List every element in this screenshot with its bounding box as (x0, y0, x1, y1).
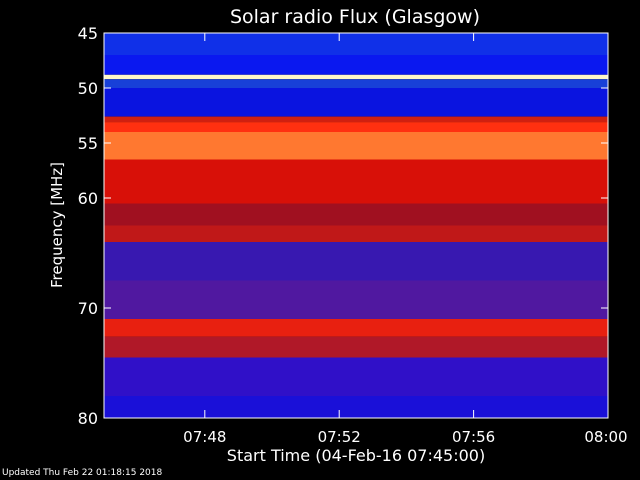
y-tick-label: 60 (78, 189, 98, 208)
frequency-band-5 (104, 116, 608, 123)
y-tick-label: 55 (78, 134, 98, 153)
y-tick-label: 70 (78, 299, 98, 318)
frequency-band-4 (104, 88, 608, 117)
frequency-band-16 (104, 396, 608, 418)
x-axis: 07:48 07:52 07:56 08:00 (183, 33, 628, 446)
x-tick-label: 08:00 (584, 428, 627, 446)
frequency-band-7 (104, 132, 608, 160)
x-axis-label: Start Time (04-Feb-16 07:45:00) (227, 446, 485, 465)
y-tick-label: 80 (78, 409, 98, 428)
updated-timestamp: Updated Thu Feb 22 01:18:15 2018 (2, 468, 163, 478)
frequency-band-9 (104, 203, 608, 226)
frequency-band-10 (104, 225, 608, 242)
frequency-band-0 (104, 33, 608, 55)
frequency-band-6 (104, 122, 608, 132)
frequency-band-12 (104, 280, 608, 319)
frequency-band-13 (104, 319, 608, 337)
spectrogram-plot-area (104, 33, 608, 418)
frequency-band-1 (104, 55, 608, 75)
frequency-band-2 (104, 74, 608, 80)
y-axis: 45 50 55 60 70 80 (78, 24, 608, 428)
x-tick-label: 07:52 (318, 428, 361, 446)
y-tick-label: 50 (78, 79, 98, 98)
frequency-band-15 (104, 357, 608, 396)
y-tick-label: 45 (78, 24, 98, 43)
frequency-band-8 (104, 159, 608, 204)
frequency-band-11 (104, 242, 608, 281)
y-axis-label: Frequency [MHz] (48, 162, 66, 288)
chart-title: Solar radio Flux (Glasgow) (230, 6, 480, 28)
x-tick-label: 07:56 (452, 428, 495, 446)
plot-frame (103, 32, 609, 419)
frequency-band-3 (104, 79, 608, 88)
frequency-band-14 (104, 336, 608, 358)
x-tick-label: 07:48 (183, 428, 226, 446)
